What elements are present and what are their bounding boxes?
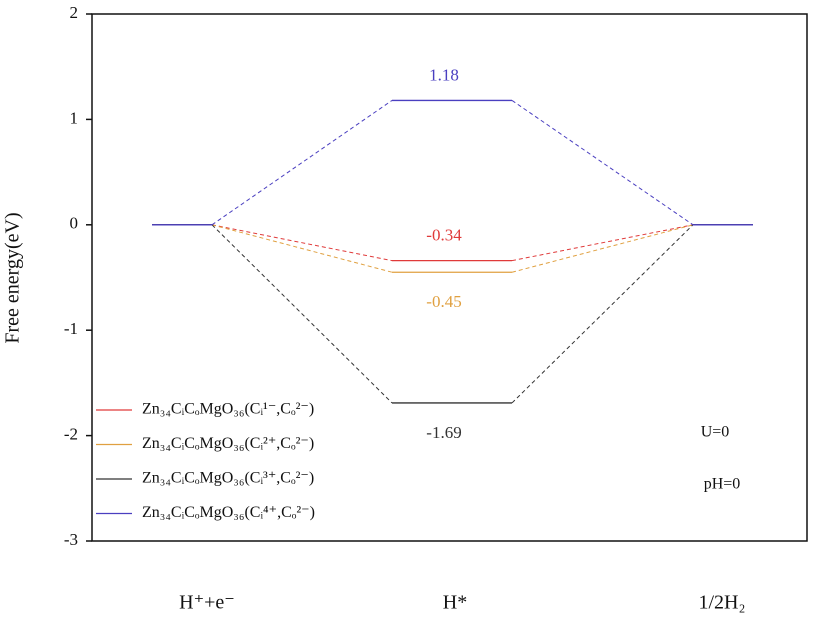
y-tick-label: -2 [64,425,78,444]
connector [211,224,393,262]
legend-label: Zn₃₄CᵢCₒMgO₃₆(Cᵢ¹⁻,Cₒ²⁻) [142,401,314,418]
connector [211,100,393,226]
annotation: pH=0 [704,476,741,493]
data-label: -1.69 [426,423,461,442]
x-category-label: H* [443,592,467,614]
y-tick-label: -1 [64,319,78,338]
connector [511,224,694,273]
y-tick-label: 1 [70,108,79,127]
connector [511,100,694,226]
legend-label: Zn₃₄CᵢCₒMgO₃₆(Cᵢ²⁺,Cₒ²⁻) [142,435,314,452]
data-label: -0.45 [426,292,461,311]
y-tick-label: -3 [64,530,78,549]
connector [211,224,393,404]
x-category-label: 1/2H₂ [699,592,746,614]
y-axis-label: Free energy(eV) [2,212,24,343]
data-label: -0.34 [426,226,462,245]
connector [511,224,694,404]
connector [211,224,393,273]
annotation: U=0 [701,424,730,441]
plot-frame [91,13,808,542]
y-tick-label: 0 [70,214,79,233]
legend-label: Zn₃₄CᵢCₒMgO₃₆(Cᵢ⁴⁺,Cₒ²⁻) [142,504,315,521]
x-category-label: H⁺+e⁻ [179,592,235,614]
connector [511,224,694,262]
y-tick-label: 2 [70,3,79,22]
data-label: 1.18 [429,65,459,84]
legend-label: Zn₃₄CᵢCₒMgO₃₆(Cᵢ³⁺,Cₒ²⁻) [142,470,314,487]
